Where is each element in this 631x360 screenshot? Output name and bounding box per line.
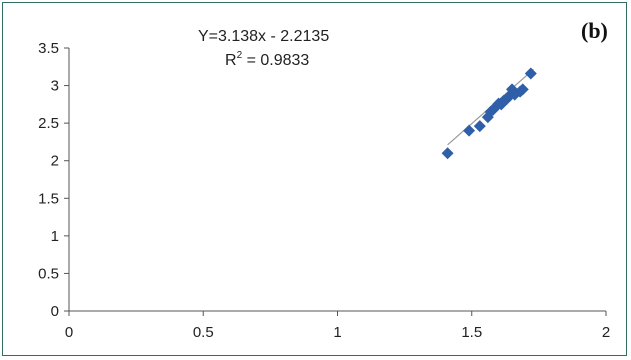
- y-ticks: 0 0.5 1 1.5 2 2.5 3 3.5: [38, 40, 69, 320]
- x-ticks: 0 0.5 1 1.5 2: [65, 311, 610, 341]
- data-point: [516, 83, 529, 96]
- x-tick-label: 0: [65, 324, 73, 341]
- y-tick-label: 1: [51, 228, 59, 245]
- scatter-chart: 0 0.5 1 1.5 2 2.5 3 3.5 0 0.5 1 1.5 2 Y=3.138x - 2.…: [38, 18, 610, 341]
- x-tick-label: 1: [333, 324, 341, 341]
- chart-frame: 0 0.5 1 1.5 2 2.5 3 3.5 0 0.5 1 1.5 2 Y=3.138x - 2.…: [2, 2, 627, 356]
- data-point: [524, 67, 537, 80]
- panel-label: (b): [581, 18, 608, 43]
- data-point: [508, 88, 521, 101]
- y-tick-label: 0: [51, 303, 59, 320]
- y-tick-label: 2: [51, 153, 59, 170]
- x-tick-label: 1.5: [461, 324, 482, 341]
- data-point: [473, 120, 486, 133]
- y-tick-label: 1.5: [38, 190, 59, 207]
- trendline-equation: Y=3.138x - 2.2135: [198, 28, 329, 45]
- data-point: [503, 90, 516, 103]
- y-tick-label: 2.5: [38, 115, 59, 132]
- x-tick-label: 0.5: [193, 324, 214, 341]
- y-tick-label: 3.5: [38, 40, 59, 57]
- x-tick-label: 2: [602, 324, 610, 341]
- y-tick-label: 0.5: [38, 265, 59, 282]
- data-point: [463, 124, 476, 137]
- r-squared-label: R2 = 0.9833: [225, 50, 309, 69]
- data-point: [441, 147, 454, 160]
- y-tick-label: 3: [51, 78, 59, 95]
- data-point: [506, 83, 519, 96]
- data-points: [441, 67, 537, 160]
